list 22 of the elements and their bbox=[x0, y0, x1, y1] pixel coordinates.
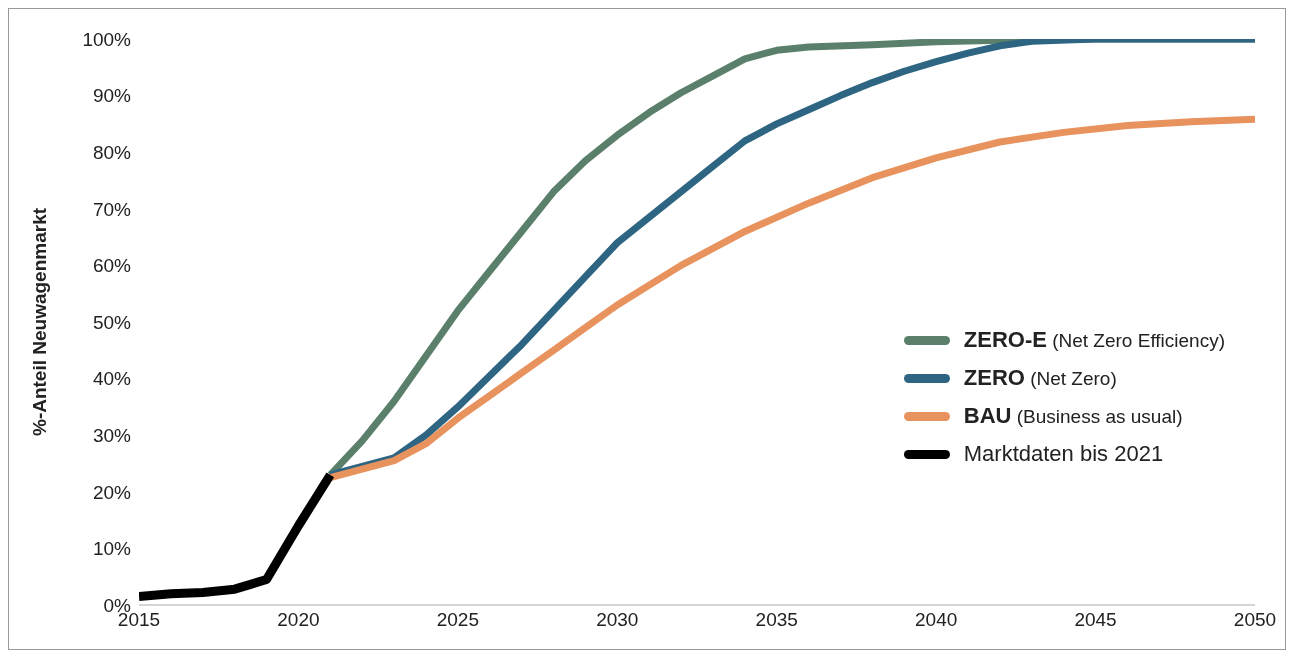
y-tick-label: 40% bbox=[92, 368, 132, 390]
y-tick-label: 70% bbox=[92, 198, 132, 220]
y-tick-label: 50% bbox=[92, 311, 132, 333]
legend-label: ZERO-E (Net Zero Efficiency) bbox=[963, 327, 1225, 352]
x-tick-label: 2045 bbox=[1074, 609, 1117, 631]
legend-label: Marktdaten bis 2021 bbox=[963, 441, 1164, 467]
y-tick-label: 10% bbox=[92, 538, 132, 560]
y-tick-label: 60% bbox=[92, 255, 132, 277]
y-tick-label: 30% bbox=[92, 424, 132, 446]
x-tick-label: 2025 bbox=[436, 609, 479, 631]
x-tick-label: 2040 bbox=[915, 609, 958, 631]
x-tick-label: 2035 bbox=[755, 609, 798, 631]
x-tick-label: 2030 bbox=[596, 609, 639, 631]
y-tick-label: 20% bbox=[92, 481, 132, 503]
x-tick-label: 2020 bbox=[277, 609, 320, 631]
legend-label: ZERO (Net Zero) bbox=[963, 365, 1117, 390]
x-tick-label: 2050 bbox=[1233, 609, 1277, 631]
y-tick-label: 100% bbox=[82, 28, 132, 50]
legend-label: BAU (Business as usual) bbox=[963, 403, 1183, 428]
y-tick-label: 80% bbox=[92, 141, 132, 163]
y-axis-title: %-Anteil Neuwagenmarkt bbox=[28, 207, 50, 437]
y-tick-label: 90% bbox=[92, 85, 132, 107]
